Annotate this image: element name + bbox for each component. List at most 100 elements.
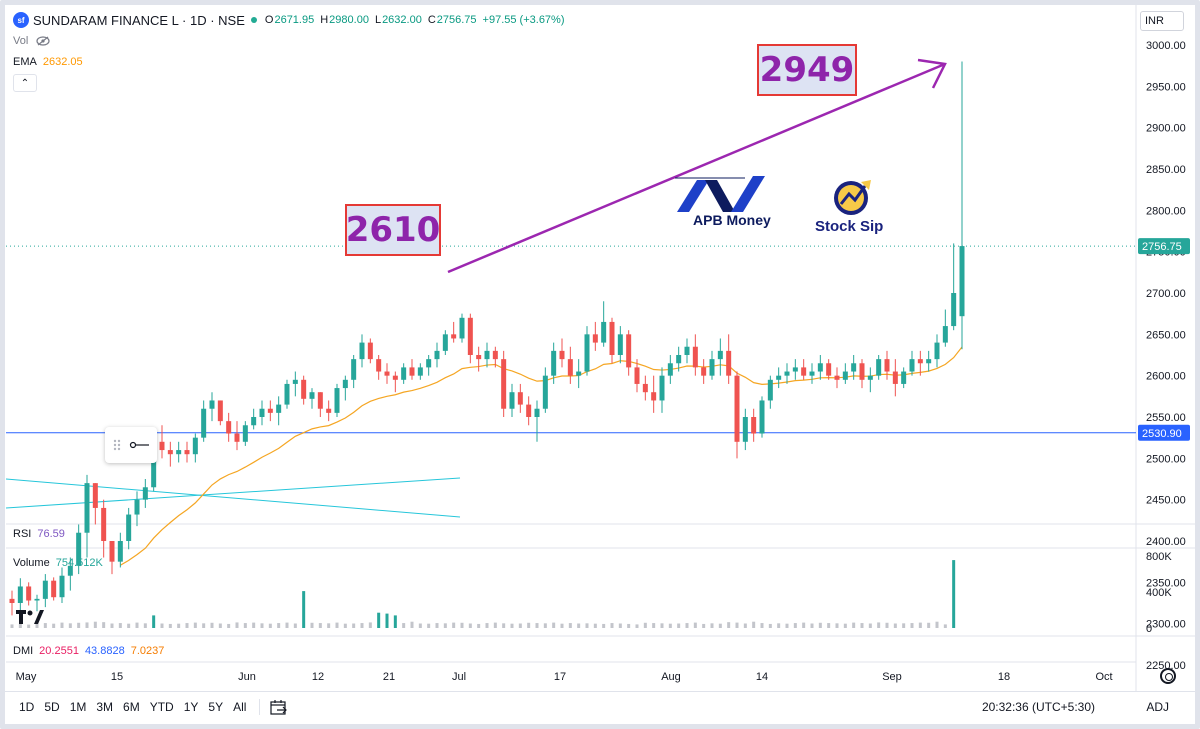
volume-bar <box>568 623 572 628</box>
market-status-dot <box>250 17 257 23</box>
adj-toggle-button[interactable]: ADJ <box>1146 699 1169 714</box>
volume-bar <box>160 623 164 628</box>
gear-icon[interactable] <box>1160 668 1176 684</box>
range-5y-button[interactable]: 5Y <box>208 699 224 714</box>
volume-bar <box>193 622 197 628</box>
volume-bar <box>293 623 297 628</box>
candle-body <box>676 355 682 364</box>
volume-bar <box>452 622 456 628</box>
candle-body <box>126 514 132 541</box>
volume-bar <box>335 622 339 628</box>
low-annotation-box[interactable]: 2610 <box>345 204 441 256</box>
volume-bar <box>327 623 331 628</box>
range-5d-button[interactable]: 5D <box>44 699 60 714</box>
volume-bar <box>810 623 814 628</box>
candle-body <box>134 499 140 515</box>
candle-body <box>267 408 273 413</box>
ema-legend[interactable]: EMA 2632.05 <box>13 56 83 68</box>
volume-bar <box>343 623 347 628</box>
currency-button[interactable]: INR <box>1140 11 1184 31</box>
range-1y-button[interactable]: 1Y <box>183 699 199 714</box>
candle-body <box>67 565 73 576</box>
symbol-title[interactable]: SUNDARAM FINANCE L · 1D · NSE <box>33 12 245 28</box>
stock-sip-text: Stock Sip <box>815 218 884 235</box>
candle-body <box>367 342 373 360</box>
high-value: 2980.00 <box>329 14 369 26</box>
range-1d-button[interactable]: 1D <box>19 699 35 714</box>
candle-body <box>867 375 873 380</box>
candle-body <box>467 317 473 355</box>
candle-body <box>301 379 307 399</box>
volume-bar <box>818 622 822 628</box>
price-tick-label: 2500.00 <box>1146 453 1186 465</box>
collapse-legend-button[interactable]: ⌃ <box>13 74 37 92</box>
candle-body <box>292 379 298 384</box>
tradingview-logo-icon[interactable] <box>16 608 46 629</box>
drag-handle-icon[interactable] <box>111 438 151 452</box>
volume-bar <box>785 623 789 628</box>
volume-bar <box>543 623 547 628</box>
candle-body <box>809 371 815 376</box>
volume-bar <box>10 624 14 628</box>
drawing-drag-widget[interactable] <box>105 427 157 463</box>
price-tick-label: 2450.00 <box>1146 495 1186 507</box>
candle-body <box>684 346 690 355</box>
candle-body <box>9 598 15 603</box>
volume-bar <box>210 622 214 628</box>
candle-body <box>701 367 707 376</box>
range-ytd-button[interactable]: YTD <box>149 699 174 714</box>
range-6m-button[interactable]: 6M <box>123 699 140 714</box>
dmi-legend[interactable]: DMI 20.2551 43.8828 7.0237 <box>13 645 164 657</box>
candle-body <box>626 334 632 368</box>
volume-bar <box>43 623 47 628</box>
volume-legend[interactable]: Volume 754.512K <box>13 557 103 569</box>
volume-bar <box>68 623 72 628</box>
eye-off-icon[interactable] <box>36 36 50 46</box>
candle-body <box>742 417 748 442</box>
candle-body <box>351 359 357 380</box>
volume-bar <box>843 623 847 628</box>
candle-body <box>201 408 207 438</box>
candle-body <box>426 359 432 368</box>
volume-bar <box>927 622 931 628</box>
rsi-legend[interactable]: RSI 76.59 <box>13 528 65 540</box>
volume-bar <box>418 623 422 628</box>
candle-body <box>492 350 498 360</box>
range-all-button[interactable]: All <box>233 699 247 714</box>
vol-legend[interactable]: Vol <box>13 35 50 47</box>
volume-bar <box>185 623 189 628</box>
candle-body <box>801 367 807 376</box>
candle-body <box>109 541 115 562</box>
calendar-goto-icon[interactable] <box>270 699 288 715</box>
volume-bar <box>485 623 489 628</box>
volume-bar <box>143 623 147 628</box>
volume-bar <box>860 623 864 628</box>
range-3m-button[interactable]: 3M <box>96 699 114 714</box>
candle-body <box>909 359 915 372</box>
candle-body <box>334 388 340 413</box>
volume-bar <box>952 560 956 628</box>
volume-bar <box>177 623 181 628</box>
volume-bar <box>560 623 564 628</box>
candle-body <box>901 371 907 384</box>
time-tick-label: 21 <box>383 671 395 683</box>
range-1m-button[interactable]: 1M <box>69 699 87 714</box>
candle-body <box>567 359 573 376</box>
clock-timezone[interactable]: 20:32:36 (UTC+5:30) <box>981 699 1095 714</box>
high-annotation-box[interactable]: 2949 <box>757 44 857 96</box>
volume-bar <box>768 623 772 628</box>
candle-body <box>276 404 282 413</box>
candle-body <box>784 371 790 376</box>
time-tick-label: 18 <box>998 671 1010 683</box>
price-tick-label: 2400.00 <box>1146 536 1186 548</box>
candle-body <box>117 541 123 562</box>
time-tick-label: 15 <box>111 671 123 683</box>
price-tick-label: 2850.00 <box>1146 164 1186 176</box>
candle-body <box>509 392 515 409</box>
time-tick-label: Sep <box>882 671 902 683</box>
open-value: 2671.95 <box>274 14 315 26</box>
volume-bar <box>127 623 131 628</box>
price-tick-label: 2650.00 <box>1146 329 1186 341</box>
volume-bar <box>135 622 139 628</box>
